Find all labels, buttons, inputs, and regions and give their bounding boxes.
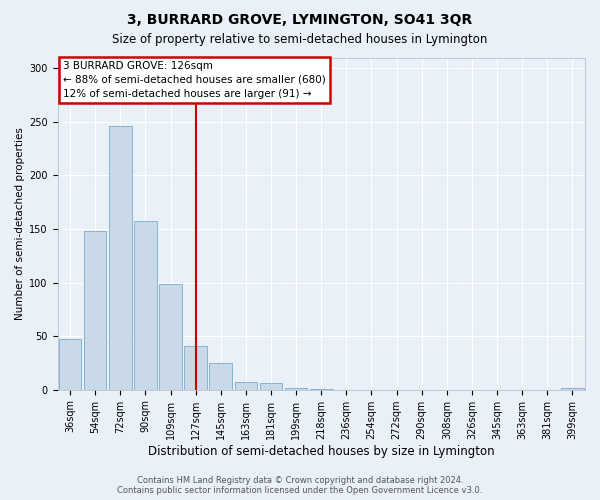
Bar	[134, 222, 157, 390]
Y-axis label: Number of semi-detached properties: Number of semi-detached properties	[15, 127, 25, 320]
Text: 3 BURRARD GROVE: 126sqm
← 88% of semi-detached houses are smaller (680)
12% of s: 3 BURRARD GROVE: 126sqm ← 88% of semi-de…	[63, 61, 326, 99]
Text: 3, BURRARD GROVE, LYMINGTON, SO41 3QR: 3, BURRARD GROVE, LYMINGTON, SO41 3QR	[127, 12, 473, 26]
Bar	[561, 388, 584, 390]
Bar	[84, 231, 106, 390]
Bar	[209, 363, 232, 390]
Bar	[235, 382, 257, 390]
Text: Contains HM Land Registry data © Crown copyright and database right 2024.
Contai: Contains HM Land Registry data © Crown c…	[118, 476, 482, 495]
Bar	[310, 388, 332, 390]
Bar	[159, 284, 182, 390]
Bar	[59, 340, 82, 390]
Text: Size of property relative to semi-detached houses in Lymington: Size of property relative to semi-detach…	[112, 32, 488, 46]
Bar	[260, 384, 283, 390]
Bar	[184, 346, 207, 390]
Bar	[109, 126, 131, 390]
X-axis label: Distribution of semi-detached houses by size in Lymington: Distribution of semi-detached houses by …	[148, 444, 494, 458]
Bar	[285, 388, 307, 390]
